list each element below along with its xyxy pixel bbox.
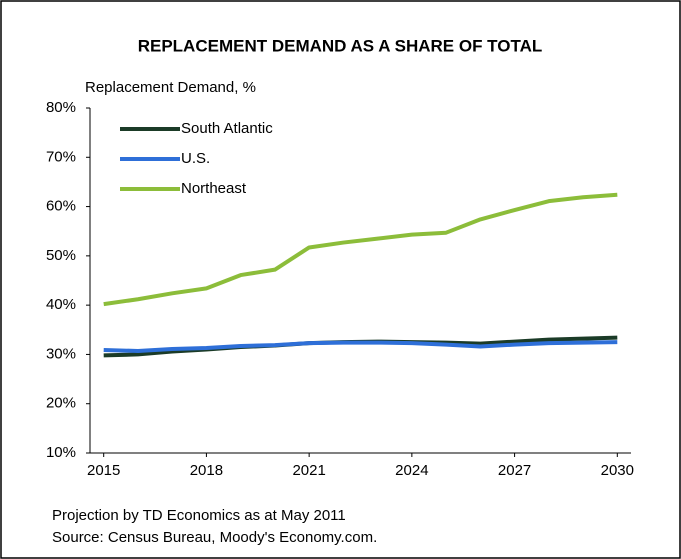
x-tick-label: 2024 bbox=[395, 462, 428, 479]
y-tick-label: 10% bbox=[46, 444, 76, 461]
note: Projection by TD Economics as at May 201… bbox=[52, 507, 346, 524]
note: Source: Census Bureau, Moody's Economy.c… bbox=[52, 529, 377, 546]
legend-label: South Atlantic bbox=[181, 120, 273, 137]
legend-label: U.S. bbox=[181, 150, 210, 167]
y-tick-label: 70% bbox=[46, 148, 76, 165]
y-tick-label: 30% bbox=[46, 345, 76, 362]
y-tick-label: 20% bbox=[46, 395, 76, 412]
y-tick-label: 60% bbox=[46, 198, 76, 215]
x-tick-label: 2015 bbox=[87, 462, 120, 479]
series-line bbox=[103, 192, 618, 307]
y-tick-label: 40% bbox=[46, 296, 76, 313]
y-tick-label: 50% bbox=[46, 247, 76, 264]
chart-title: REPLACEMENT DEMAND AS A SHARE OF TOTAL bbox=[138, 36, 543, 55]
x-tick-label: 2018 bbox=[190, 462, 223, 479]
x-tick-label: 2021 bbox=[292, 462, 325, 479]
y-axis-label: Replacement Demand, % bbox=[85, 79, 256, 96]
series-line bbox=[103, 340, 618, 353]
x-tick-label: 2027 bbox=[498, 462, 531, 479]
x-tick-label: 2030 bbox=[601, 462, 634, 479]
legend-label: Northeast bbox=[181, 180, 247, 197]
y-tick-label: 80% bbox=[46, 99, 76, 116]
